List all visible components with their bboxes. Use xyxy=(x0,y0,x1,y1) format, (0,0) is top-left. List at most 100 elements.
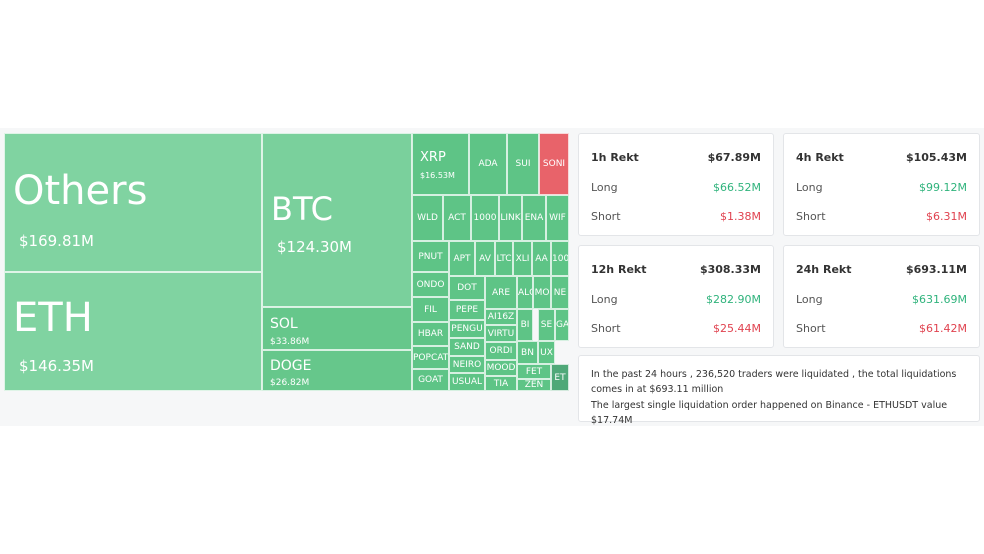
treemap-tile: GA xyxy=(555,309,569,341)
long-value: $631.69M xyxy=(912,293,967,306)
treemap-tile: XRP $16.53M xyxy=(412,133,469,195)
treemap-tile: NEIRO xyxy=(449,356,485,373)
tile-label: ALC xyxy=(518,287,532,298)
tile-label: WLD xyxy=(417,213,438,224)
tile-label: ORDI xyxy=(489,346,513,357)
stat-card: 24h Rekt $693.11M Long $631.69M Short $61.42M xyxy=(783,245,980,348)
stat-row: 24h Rekt $693.11M xyxy=(796,263,967,276)
tile-label: USUAL xyxy=(451,377,483,388)
treemap-tile: ETH $146.35M xyxy=(4,272,262,391)
tile-label: FET xyxy=(525,366,543,377)
tile-label: SAND xyxy=(454,342,480,353)
tile-label: AI16Z xyxy=(487,312,515,323)
treemap-tile: BN xyxy=(517,341,538,364)
treemap-tile: BI xyxy=(517,309,533,341)
tile-label: DOGE xyxy=(270,358,312,374)
treemap-tile: POPCAT xyxy=(412,346,449,369)
stat-row: Long $66.52M xyxy=(591,181,761,194)
treemap-tile: GOAT xyxy=(412,369,449,391)
tile-label: 1000 xyxy=(473,213,497,224)
treemap-tile: AV xyxy=(475,241,495,276)
treemap-tile: TIA xyxy=(485,376,517,391)
tile-label: PEPE xyxy=(455,305,479,316)
treemap-tile: USUAL xyxy=(449,373,485,391)
card-total: $693.11M xyxy=(905,263,967,276)
stat-row: Short $6.31M xyxy=(796,210,967,223)
short-value: $1.38M xyxy=(720,210,761,223)
tile-label: BI xyxy=(520,320,530,331)
tile-value: $146.35M xyxy=(19,357,94,375)
tile-value: $124.30M xyxy=(277,238,352,256)
tile-label: ACT xyxy=(448,213,466,224)
tile-value: $33.86M xyxy=(270,337,310,347)
tile-label: XLI xyxy=(515,253,530,264)
stat-row: 12h Rekt $308.33M xyxy=(591,263,761,276)
treemap-tile: PENGU xyxy=(449,320,485,338)
treemap-tile: DOGE $26.82M xyxy=(262,350,412,391)
treemap-tile: ENA xyxy=(522,195,546,241)
short-label: Short xyxy=(591,322,621,335)
card-total: $105.43M xyxy=(905,151,967,164)
summary-text: In the past 24 hours , 236,520 traders w… xyxy=(591,369,957,395)
short-value: $61.42M xyxy=(919,322,967,335)
long-label: Long xyxy=(591,293,618,306)
treemap-tile: PEPE xyxy=(449,300,485,320)
tile-label: POPCAT xyxy=(413,352,449,363)
treemap-tile: ET xyxy=(551,364,569,391)
treemap-tile: BTC $124.30M xyxy=(262,133,412,307)
tile-label: ETH xyxy=(13,295,93,341)
tile-label: ZEN xyxy=(524,380,544,391)
long-value: $99.12M xyxy=(919,181,967,194)
treemap-tile: LTC xyxy=(495,241,513,276)
treemap-tile: 100 xyxy=(551,241,569,276)
tile-label: MOOD xyxy=(486,363,516,374)
stat-row: 1h Rekt $67.89M xyxy=(591,151,761,164)
treemap-tile: 1000 xyxy=(471,195,499,241)
card-title: 1h Rekt xyxy=(591,151,639,164)
treemap-tile: ACT xyxy=(443,195,471,241)
card-title: 12h Rekt xyxy=(591,263,647,276)
tile-label: FIL xyxy=(424,304,437,315)
treemap-tile: ONDO xyxy=(412,272,449,297)
treemap-tile: ARE xyxy=(485,276,517,309)
treemap-tile: PNUT xyxy=(412,241,449,272)
tile-label: LTC xyxy=(496,253,512,264)
short-value: $25.44M xyxy=(713,322,761,335)
tile-label: AA xyxy=(535,253,548,264)
card-total: $67.89M xyxy=(707,151,761,164)
tile-value: $169.81M xyxy=(19,232,94,250)
stat-row: Short $61.42M xyxy=(796,322,967,335)
tile-label: BTC xyxy=(271,190,333,228)
tile-label: AV xyxy=(479,253,491,264)
tile-label: VIRTU xyxy=(487,328,515,339)
tile-label: APT xyxy=(453,253,471,264)
tile-label: WIF xyxy=(549,213,566,224)
tile-label: PNUT xyxy=(418,251,443,262)
summary-text: The largest single liquidation order hap… xyxy=(591,400,948,426)
treemap-tile: SAND xyxy=(449,338,485,356)
stat-row: 4h Rekt $105.43M xyxy=(796,151,967,164)
card-title: 24h Rekt xyxy=(796,263,852,276)
short-value: $6.31M xyxy=(926,210,967,223)
treemap-tile: XLI xyxy=(513,241,532,276)
treemap-tile: AI16Z xyxy=(485,309,517,325)
treemap-tile: MOOD xyxy=(485,360,517,376)
tile-label: PENGU xyxy=(451,324,483,335)
treemap-tile: UX xyxy=(538,341,555,364)
tile-label: SE xyxy=(540,320,553,331)
treemap-tile: SONI xyxy=(539,133,569,195)
stat-row: Long $99.12M xyxy=(796,181,967,194)
treemap-tile: SUI xyxy=(507,133,539,195)
card-title: 4h Rekt xyxy=(796,151,844,164)
stat-card: 12h Rekt $308.33M Long $282.90M Short $25.44M xyxy=(578,245,774,348)
treemap-tile: MO xyxy=(533,276,551,309)
stat-card: 4h Rekt $105.43M Long $99.12M Short $6.31M xyxy=(783,133,980,236)
treemap-tile: Others $169.81M xyxy=(4,133,262,272)
stat-card: 1h Rekt $67.89M Long $66.52M Short $1.38M xyxy=(578,133,774,236)
tile-label: 100 xyxy=(552,253,569,264)
short-label: Short xyxy=(796,322,826,335)
treemap-tile: ADA xyxy=(469,133,507,195)
treemap-tile: WLD xyxy=(412,195,443,241)
tile-label: GOAT xyxy=(418,375,443,386)
